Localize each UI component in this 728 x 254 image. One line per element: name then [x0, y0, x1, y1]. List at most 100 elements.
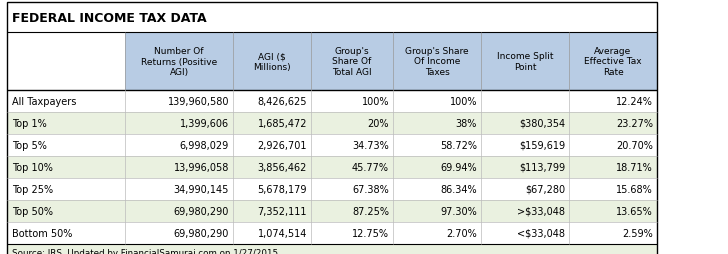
Text: 67.38%: 67.38%	[352, 184, 389, 194]
Bar	[481, 134, 569, 156]
Text: 100%: 100%	[449, 97, 477, 107]
Text: 58.72%: 58.72%	[440, 140, 477, 150]
Text: 13.65%: 13.65%	[616, 206, 653, 216]
Text: <$33,048: <$33,048	[517, 228, 565, 238]
Text: 2.59%: 2.59%	[622, 228, 653, 238]
Bar	[233, 91, 311, 113]
Text: 23.27%: 23.27%	[616, 119, 653, 129]
Text: Top 5%: Top 5%	[12, 140, 47, 150]
Bar	[311, 134, 393, 156]
Text: Group's Share
Of Income
Taxes: Group's Share Of Income Taxes	[405, 47, 469, 77]
Text: Number Of
Returns (Positive
AGI): Number Of Returns (Positive AGI)	[141, 47, 217, 77]
Text: 38%: 38%	[456, 119, 477, 129]
Text: 18.71%: 18.71%	[616, 162, 653, 172]
Bar	[7, 33, 125, 91]
Bar	[125, 113, 233, 134]
Text: Income Split
Point: Income Split Point	[496, 52, 553, 71]
Text: 12.75%: 12.75%	[352, 228, 389, 238]
Text: 20.70%: 20.70%	[616, 140, 653, 150]
Text: 100%: 100%	[362, 97, 389, 107]
Bar	[481, 113, 569, 134]
Text: All Taxpayers: All Taxpayers	[12, 97, 76, 107]
Text: $113,799: $113,799	[519, 162, 565, 172]
Text: 1,685,472: 1,685,472	[258, 119, 307, 129]
Bar	[7, 222, 125, 244]
Bar	[7, 3, 657, 254]
Bar	[393, 91, 481, 113]
Text: 15.68%: 15.68%	[616, 184, 653, 194]
Bar	[311, 91, 393, 113]
Text: >$33,048: >$33,048	[517, 206, 565, 216]
Bar	[311, 113, 393, 134]
Bar	[7, 91, 125, 113]
Text: Bottom 50%: Bottom 50%	[12, 228, 72, 238]
Bar	[233, 156, 311, 178]
Text: 45.77%: 45.77%	[352, 162, 389, 172]
Bar	[7, 156, 125, 178]
Bar	[125, 200, 233, 222]
Bar	[393, 222, 481, 244]
Text: 6,998,029: 6,998,029	[180, 140, 229, 150]
Bar	[125, 156, 233, 178]
Bar	[233, 200, 311, 222]
Bar	[311, 178, 393, 200]
Text: 34,990,145: 34,990,145	[173, 184, 229, 194]
Bar	[125, 33, 233, 91]
Text: 5,678,179: 5,678,179	[258, 184, 307, 194]
Bar	[125, 178, 233, 200]
Bar	[7, 244, 657, 254]
Text: 139,960,580: 139,960,580	[167, 97, 229, 107]
Text: $380,354: $380,354	[519, 119, 565, 129]
Text: FEDERAL INCOME TAX DATA: FEDERAL INCOME TAX DATA	[12, 11, 207, 24]
Bar	[393, 156, 481, 178]
Bar	[7, 178, 125, 200]
Bar	[569, 178, 657, 200]
Bar	[393, 200, 481, 222]
Bar	[569, 156, 657, 178]
Bar	[393, 134, 481, 156]
Text: AGI ($
Millions): AGI ($ Millions)	[253, 52, 290, 71]
Text: 12.24%: 12.24%	[616, 97, 653, 107]
Bar	[481, 200, 569, 222]
Bar	[481, 178, 569, 200]
Text: 13,996,058: 13,996,058	[173, 162, 229, 172]
Bar	[393, 33, 481, 91]
Bar	[233, 33, 311, 91]
Text: 1,074,514: 1,074,514	[258, 228, 307, 238]
Bar	[7, 3, 657, 33]
Bar	[233, 178, 311, 200]
Text: $159,619: $159,619	[519, 140, 565, 150]
Text: 69,980,290: 69,980,290	[173, 206, 229, 216]
Bar	[569, 91, 657, 113]
Text: 3,856,462: 3,856,462	[258, 162, 307, 172]
Text: Source: IRS, Updated by FinancialSamurai.com on 1/27/2015: Source: IRS, Updated by FinancialSamurai…	[12, 248, 278, 254]
Text: $67,280: $67,280	[525, 184, 565, 194]
Bar	[233, 134, 311, 156]
Text: Top 1%: Top 1%	[12, 119, 47, 129]
Text: Top 50%: Top 50%	[12, 206, 53, 216]
Bar	[569, 200, 657, 222]
Text: Average
Effective Tax
Rate: Average Effective Tax Rate	[584, 47, 642, 77]
Bar	[481, 222, 569, 244]
Bar	[233, 222, 311, 244]
Bar	[569, 222, 657, 244]
Bar	[125, 91, 233, 113]
Text: 20%: 20%	[368, 119, 389, 129]
Bar	[7, 134, 125, 156]
Bar	[393, 113, 481, 134]
Bar	[569, 113, 657, 134]
Bar	[569, 134, 657, 156]
Text: 7,352,111: 7,352,111	[258, 206, 307, 216]
Bar	[393, 178, 481, 200]
Bar	[311, 33, 393, 91]
Text: 69,980,290: 69,980,290	[173, 228, 229, 238]
Bar	[311, 156, 393, 178]
Bar	[125, 222, 233, 244]
Text: Top 25%: Top 25%	[12, 184, 53, 194]
Bar	[481, 91, 569, 113]
Bar	[569, 33, 657, 91]
Bar	[125, 134, 233, 156]
Text: 2,926,701: 2,926,701	[258, 140, 307, 150]
Text: Top 10%: Top 10%	[12, 162, 53, 172]
Bar	[233, 113, 311, 134]
